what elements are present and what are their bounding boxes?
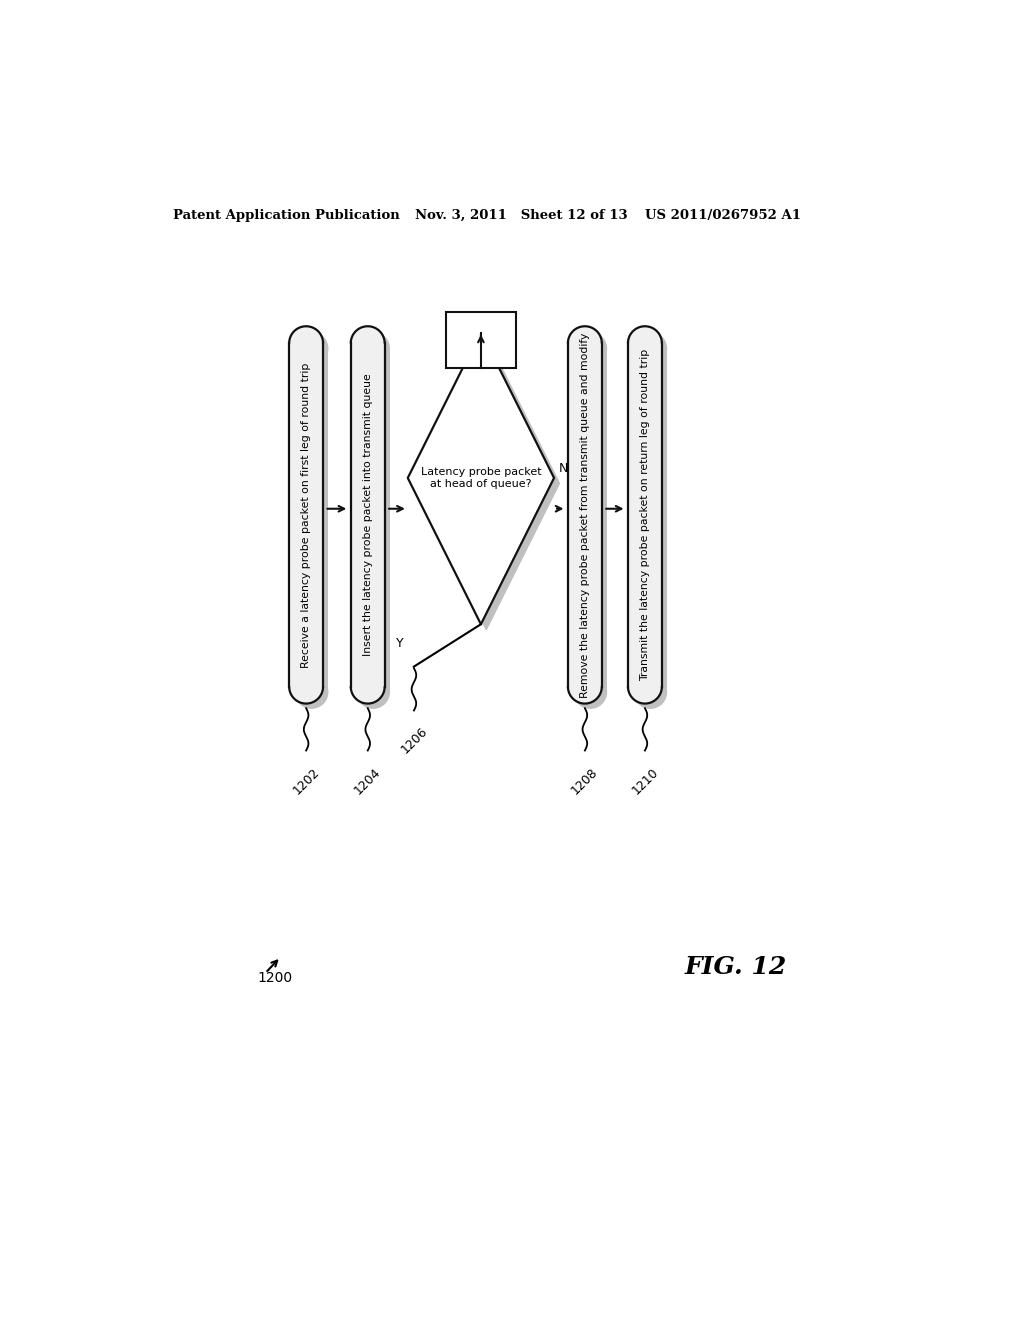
Ellipse shape [568,669,602,704]
Text: Remove the latency probe packet from transmit queue and modify: Remove the latency probe packet from tra… [580,333,590,697]
Ellipse shape [351,669,385,704]
Ellipse shape [356,675,390,709]
Bar [446,313,515,368]
Text: Patent Application Publication: Patent Application Publication [173,209,399,222]
Text: FIG. 12: FIG. 12 [685,954,787,979]
Polygon shape [413,337,559,630]
Text: 1200: 1200 [258,972,293,986]
Ellipse shape [351,326,385,360]
Polygon shape [408,331,554,624]
Ellipse shape [289,326,323,360]
Text: 1206: 1206 [398,725,430,756]
Text: Latency probe packet
at head of queue?: Latency probe packet at head of queue? [421,467,542,488]
Bar [356,348,390,692]
Ellipse shape [356,331,390,366]
Text: 1210: 1210 [629,766,660,797]
Text: 1202: 1202 [291,766,322,797]
Text: N: N [559,462,568,475]
Bar [568,343,602,686]
Bar [628,343,662,686]
Text: Insert the latency probe packet into transmit queue: Insert the latency probe packet into tra… [362,374,373,656]
Ellipse shape [295,331,329,366]
Text: Receive a latency probe packet on first leg of round trip: Receive a latency probe packet on first … [301,362,311,668]
Ellipse shape [289,669,323,704]
Ellipse shape [573,675,607,709]
Text: 1204: 1204 [352,766,384,797]
Bar [351,343,385,686]
Bar [634,348,668,692]
Bar [289,343,323,686]
Text: Transmit the latency probe packet on return leg of round trip: Transmit the latency probe packet on ret… [640,348,650,681]
Text: Nov. 3, 2011   Sheet 12 of 13: Nov. 3, 2011 Sheet 12 of 13 [416,209,628,222]
Ellipse shape [628,669,662,704]
Text: US 2011/0267952 A1: US 2011/0267952 A1 [645,209,801,222]
Ellipse shape [634,331,668,366]
Bar [573,348,607,692]
Bar [295,348,329,692]
Ellipse shape [634,675,668,709]
Text: Y: Y [396,638,403,649]
Ellipse shape [568,326,602,360]
Text: 1208: 1208 [569,766,601,797]
Ellipse shape [573,331,607,366]
Ellipse shape [628,326,662,360]
Ellipse shape [295,675,329,709]
